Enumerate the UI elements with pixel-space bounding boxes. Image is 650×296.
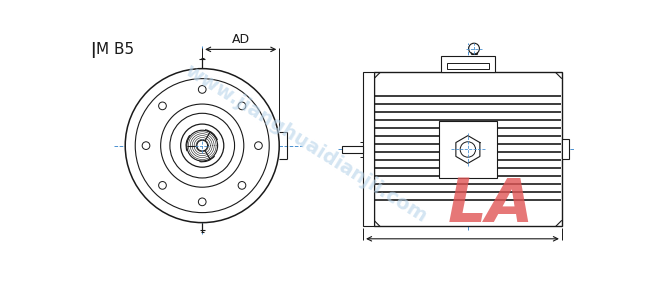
Circle shape [125, 69, 280, 223]
Circle shape [142, 142, 150, 149]
Circle shape [197, 140, 207, 151]
Circle shape [238, 102, 246, 110]
Circle shape [198, 86, 206, 93]
Text: AD: AD [231, 33, 250, 46]
Text: www.jianghuaidianjii.com: www.jianghuaidianjii.com [181, 61, 431, 227]
Circle shape [135, 79, 269, 213]
Bar [562, 139, 569, 160]
Circle shape [238, 181, 246, 189]
Bar [439, 120, 497, 178]
Bar [441, 56, 495, 73]
Circle shape [469, 43, 480, 54]
Circle shape [198, 198, 206, 206]
Text: M B5: M B5 [96, 42, 134, 57]
Circle shape [161, 104, 244, 187]
Circle shape [460, 142, 476, 157]
Circle shape [159, 102, 166, 110]
Circle shape [255, 142, 263, 149]
Bar [363, 73, 374, 226]
Circle shape [159, 181, 166, 189]
Text: LA: LA [448, 176, 534, 235]
Bar [374, 73, 562, 226]
Text: |: | [90, 42, 96, 58]
Circle shape [181, 124, 224, 167]
Circle shape [187, 130, 218, 161]
Bar [447, 63, 489, 69]
Circle shape [170, 113, 235, 178]
Bar [342, 146, 363, 153]
